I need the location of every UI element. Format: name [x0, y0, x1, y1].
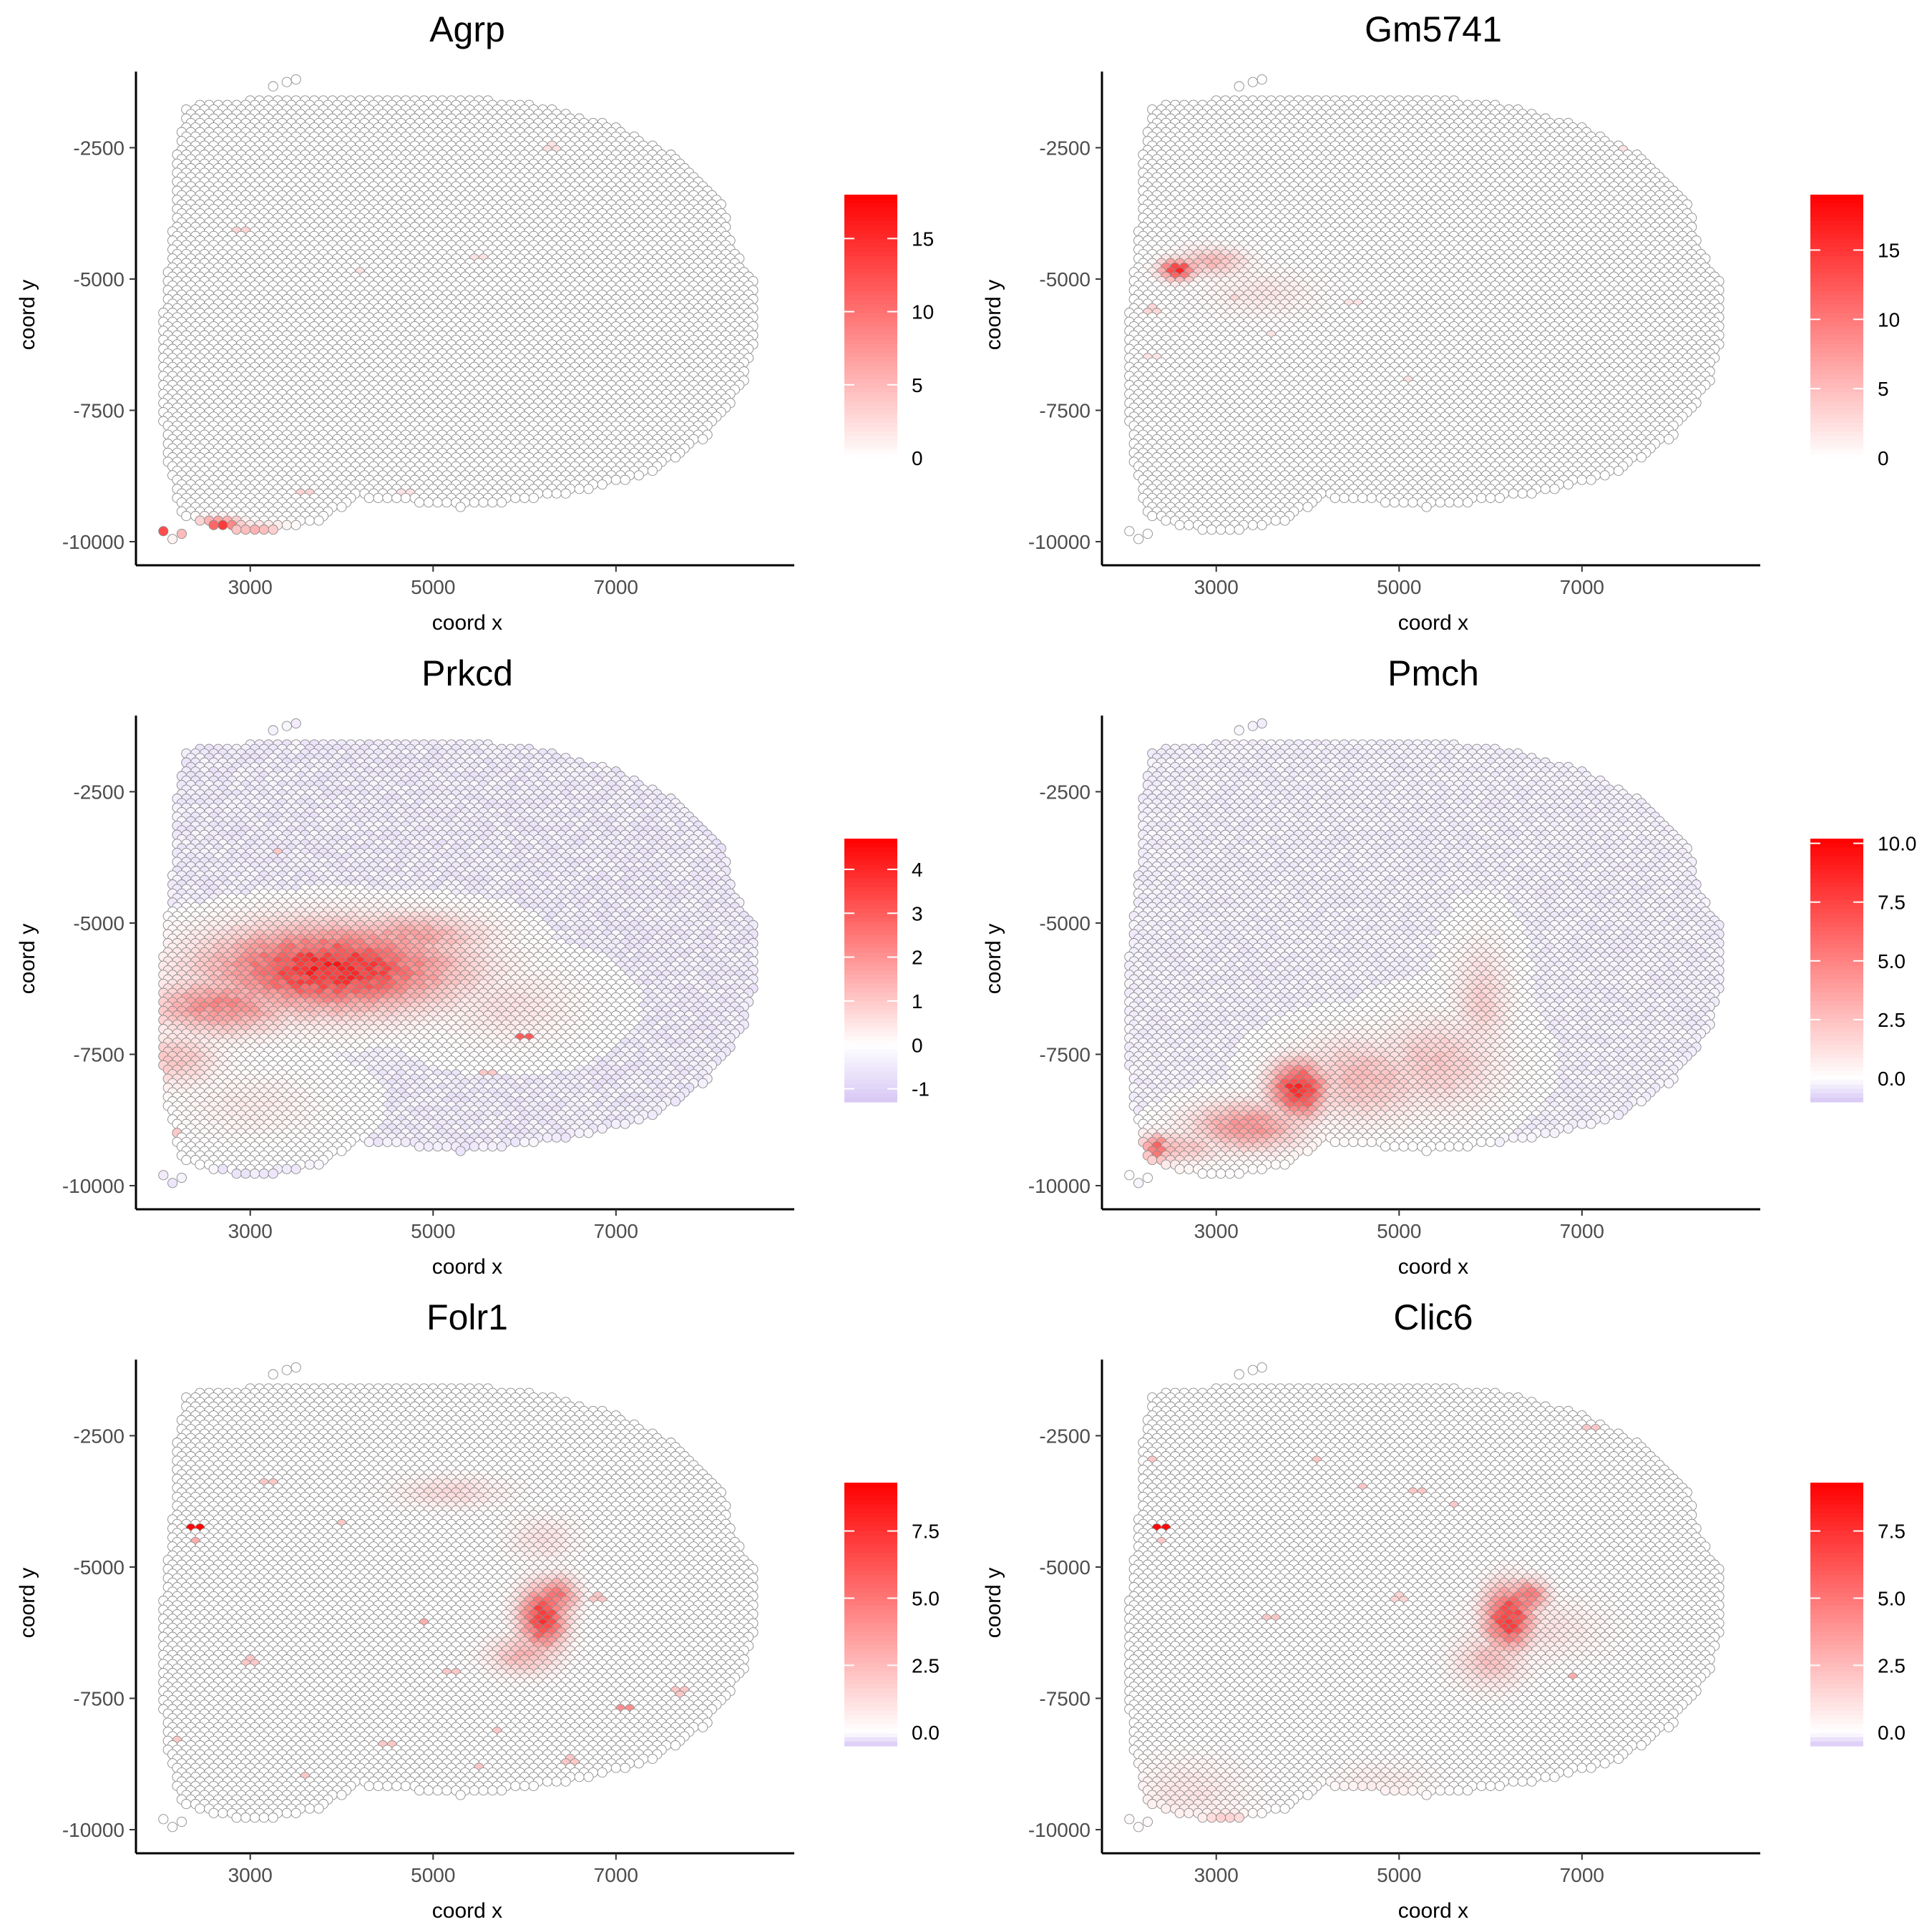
spot — [698, 434, 708, 444]
spot — [633, 470, 644, 481]
spot — [647, 465, 658, 477]
panel-agrp: Agrp 3000 5000 7000 -2500 -5000 -7500 -10000 c… — [0, 0, 966, 644]
spot — [610, 474, 621, 485]
spot — [670, 452, 680, 463]
spot — [620, 474, 630, 485]
spot-layer — [158, 74, 758, 545]
panel-title: Agrp — [429, 9, 505, 49]
plot-agrp: Agrp 3000 5000 7000-2500-5000-7500-10000 c… — [16, 9, 934, 635]
